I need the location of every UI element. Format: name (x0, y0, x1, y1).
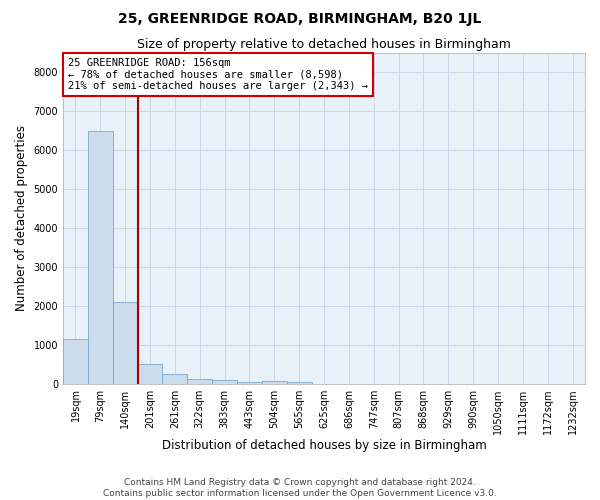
Bar (262, 381, 287, 384)
Bar (88, 131, 113, 384)
Bar (113, 302, 137, 384)
X-axis label: Distribution of detached houses by size in Birmingham: Distribution of detached houses by size … (161, 440, 487, 452)
Bar (237, 382, 262, 384)
Bar (212, 380, 237, 384)
Bar (63, 339, 88, 384)
Bar (163, 374, 187, 384)
Bar (287, 382, 311, 384)
Bar (187, 379, 212, 384)
Text: 25, GREENRIDGE ROAD, BIRMINGHAM, B20 1JL: 25, GREENRIDGE ROAD, BIRMINGHAM, B20 1JL (118, 12, 482, 26)
Title: Size of property relative to detached houses in Birmingham: Size of property relative to detached ho… (137, 38, 511, 51)
Y-axis label: Number of detached properties: Number of detached properties (15, 126, 28, 312)
Text: 25 GREENRIDGE ROAD: 156sqm
← 78% of detached houses are smaller (8,598)
21% of s: 25 GREENRIDGE ROAD: 156sqm ← 78% of deta… (68, 58, 368, 91)
Text: Contains HM Land Registry data © Crown copyright and database right 2024.
Contai: Contains HM Land Registry data © Crown c… (103, 478, 497, 498)
Bar (137, 364, 163, 384)
